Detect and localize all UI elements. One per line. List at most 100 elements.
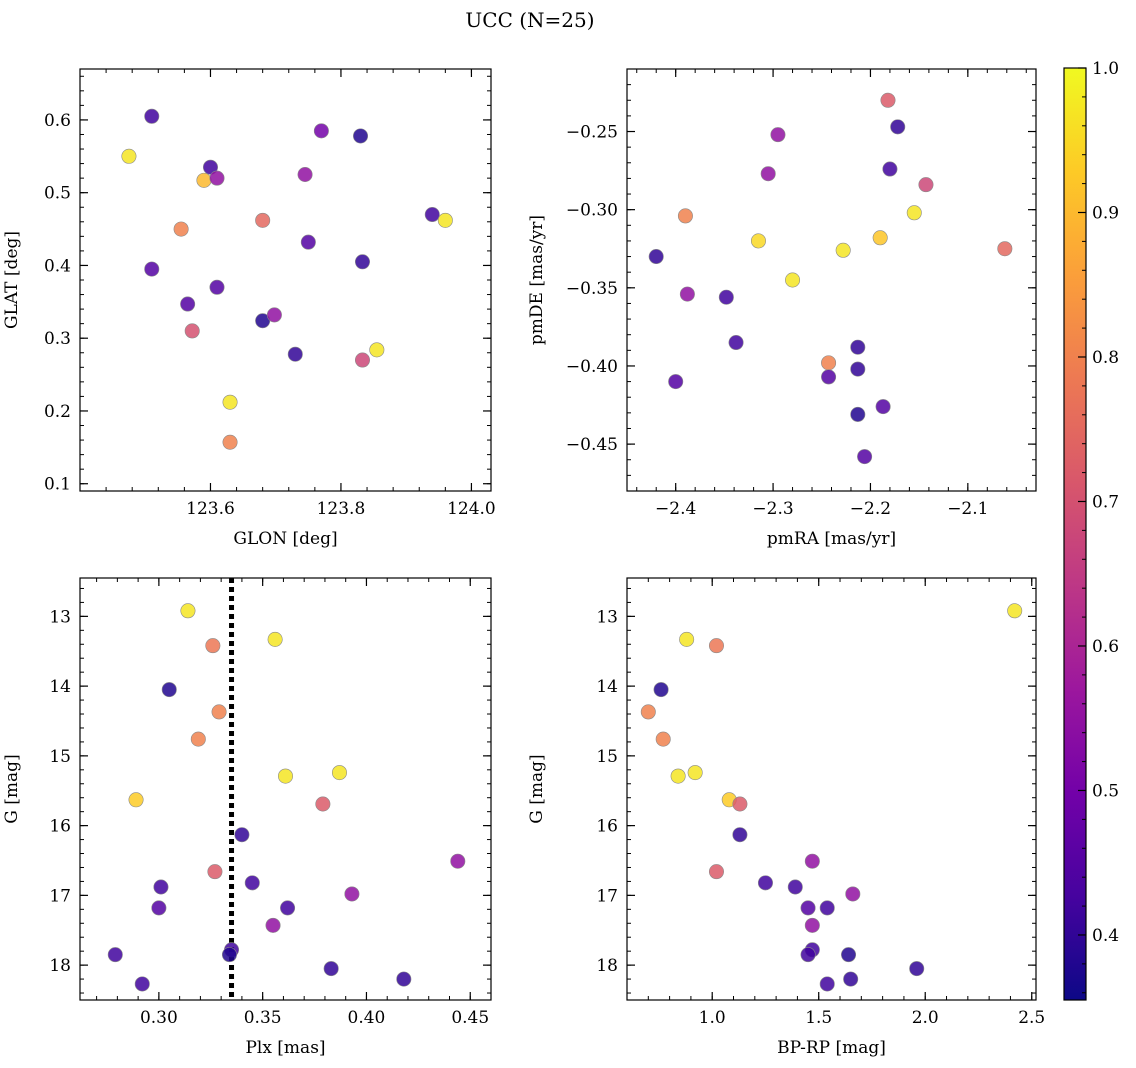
data-point bbox=[835, 242, 851, 258]
data-point bbox=[222, 394, 238, 410]
data-point bbox=[107, 947, 123, 963]
data-point bbox=[843, 971, 859, 987]
data-point bbox=[800, 947, 816, 963]
data-point bbox=[708, 864, 724, 880]
data-point bbox=[640, 704, 656, 720]
x-tick-label: 1.5 bbox=[805, 1008, 832, 1028]
data-point bbox=[396, 971, 412, 987]
data-point bbox=[655, 731, 671, 747]
x-tick-label: 123.8 bbox=[317, 499, 366, 519]
data-point bbox=[369, 342, 385, 358]
data-point bbox=[804, 917, 820, 933]
data-point bbox=[882, 161, 898, 177]
data-point bbox=[728, 335, 744, 351]
data-point bbox=[354, 254, 370, 270]
x-axis-label: pmRA [mas/yr] bbox=[767, 529, 896, 549]
data-point bbox=[344, 886, 360, 902]
colorbar: 0.4 0.5 0.6 0.7 0.8 0.9 1.0 bbox=[1063, 59, 1119, 1001]
x-tick-label: −2.2 bbox=[850, 499, 891, 519]
x-axis-label: Plx [mas] bbox=[245, 1038, 325, 1058]
data-point bbox=[255, 212, 271, 228]
data-point bbox=[718, 289, 734, 305]
data-point bbox=[265, 917, 281, 933]
x-tick-label: 1.0 bbox=[699, 1008, 726, 1028]
x-tick-label: 124.0 bbox=[447, 499, 496, 519]
data-point bbox=[821, 355, 837, 371]
y-axis-label: pmDE [mas/yr] bbox=[527, 215, 547, 345]
y-tick-label: 0.4 bbox=[44, 256, 71, 276]
plot-frame bbox=[79, 68, 492, 492]
data-point bbox=[161, 682, 177, 698]
data-point bbox=[850, 406, 866, 422]
panel-bprp-g: 1.0 1.5 2.0 2.5 13 14 15 16 17 18 BP-RP [mag] G [ma… bbox=[527, 577, 1045, 1058]
y-tick-label: 14 bbox=[49, 677, 71, 697]
data-point bbox=[890, 119, 906, 135]
data-point bbox=[180, 296, 196, 312]
x-tick-label: −2.3 bbox=[752, 499, 793, 519]
data-point bbox=[267, 631, 283, 647]
data-point bbox=[845, 886, 861, 902]
x-axis-label: BP-RP [mag] bbox=[777, 1038, 886, 1058]
data-point bbox=[648, 249, 664, 265]
x-tick-label: 0.40 bbox=[348, 1008, 386, 1028]
data-point bbox=[315, 796, 331, 812]
y-tick-label: 15 bbox=[596, 747, 618, 767]
data-point bbox=[437, 212, 453, 228]
panel-glon-glat: 123.6 123.8 124.0 0.1 0.2 0.3 0.4 0.5 0.6 GLON [d… bbox=[2, 68, 496, 549]
data-point bbox=[841, 947, 857, 963]
data-point bbox=[424, 207, 440, 223]
panel-plx-g: 0.30 0.35 0.40 0.45 13 14 15 16 17 18 Plx [mas] G [… bbox=[2, 577, 492, 1058]
data-point bbox=[850, 339, 866, 355]
y-tick-label: 18 bbox=[49, 956, 71, 976]
colorbar-tick-label: 1.0 bbox=[1092, 59, 1119, 79]
colorbar-tick-label: 0.6 bbox=[1092, 637, 1119, 657]
data-point bbox=[144, 108, 160, 124]
data-point bbox=[202, 159, 218, 175]
data-point bbox=[266, 307, 282, 323]
data-point bbox=[819, 900, 835, 916]
x-tick-label: −2.4 bbox=[655, 499, 696, 519]
colorbar-gradient bbox=[1063, 67, 1087, 1001]
figure-title: UCC (N=25) bbox=[465, 8, 594, 32]
y-tick-label: 0.6 bbox=[44, 111, 71, 131]
data-point bbox=[277, 768, 293, 784]
y-tick-label: −0.25 bbox=[566, 123, 618, 143]
data-point bbox=[287, 346, 303, 362]
data-point bbox=[173, 221, 189, 237]
data-point bbox=[209, 170, 225, 186]
data-point bbox=[234, 827, 250, 843]
y-tick-label: 0.1 bbox=[44, 475, 71, 495]
y-tick-label: −0.35 bbox=[566, 279, 618, 299]
data-point bbox=[760, 166, 776, 182]
y-axis-label: G [mag] bbox=[527, 754, 547, 823]
x-tick-label: 0.30 bbox=[140, 1008, 178, 1028]
data-point bbox=[687, 765, 703, 781]
x-tick-label: 0.45 bbox=[451, 1008, 489, 1028]
plot-frame bbox=[626, 577, 1037, 1001]
data-point bbox=[732, 827, 748, 843]
data-point bbox=[787, 879, 803, 895]
data-point bbox=[353, 128, 369, 144]
y-tick-label: 17 bbox=[49, 886, 71, 906]
y-tick-label: 0.2 bbox=[44, 402, 71, 422]
data-point bbox=[280, 900, 296, 916]
colorbar-tick-label: 0.8 bbox=[1092, 348, 1119, 368]
data-point bbox=[211, 704, 227, 720]
data-point bbox=[750, 233, 766, 249]
y-tick-label: −0.40 bbox=[566, 357, 618, 377]
data-point bbox=[180, 603, 196, 619]
y-tick-label: 0.5 bbox=[44, 184, 71, 204]
data-point bbox=[785, 272, 801, 288]
data-point bbox=[134, 976, 150, 992]
colorbar-tick-label: 0.7 bbox=[1092, 492, 1119, 512]
data-point bbox=[144, 261, 160, 277]
data-point bbox=[679, 286, 695, 302]
data-point bbox=[184, 323, 200, 339]
data-point bbox=[732, 796, 748, 812]
data-point bbox=[918, 177, 934, 193]
data-point bbox=[297, 167, 313, 183]
data-point bbox=[677, 208, 693, 224]
x-tick-label: 2.5 bbox=[1018, 1008, 1045, 1028]
data-point bbox=[1007, 603, 1023, 619]
